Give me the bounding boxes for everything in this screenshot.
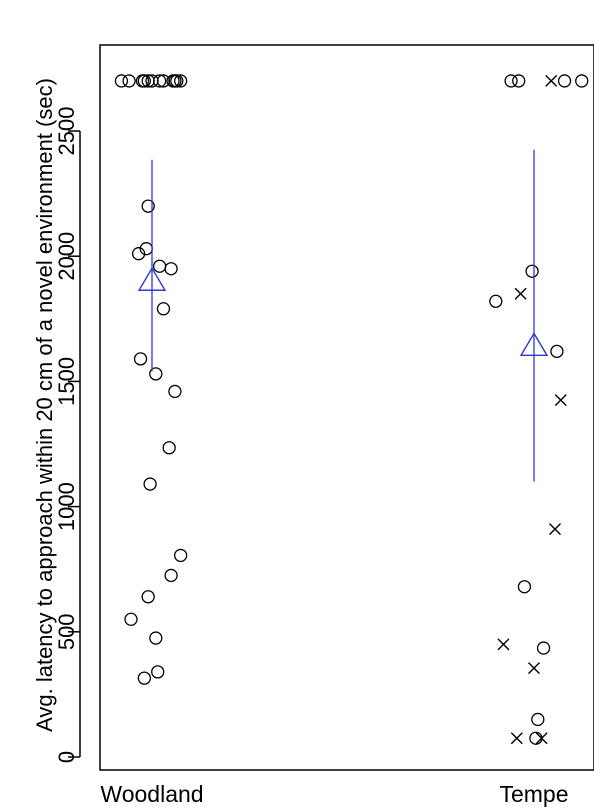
circle-point [536,641,551,655]
y-tick-label: 2000 [54,232,79,281]
circle-point [173,548,188,563]
mean-triangle [519,331,549,357]
circle-point [137,74,152,88]
circle-point [141,199,155,213]
y-tick-label: 1500 [54,357,79,406]
cross-point [545,74,558,87]
cross-point [554,394,567,407]
circle-point [131,247,146,261]
circle-point [143,477,157,491]
circle-point [152,74,167,88]
circle-point [137,671,152,685]
circle-point [531,712,545,727]
cross-point [514,287,527,300]
x-category-label: Woodland [100,781,203,807]
y-axis: 0 500 1000 1500 2000 2500 [54,107,81,763]
cross-point [549,523,562,536]
data-points [114,74,589,745]
cross-point [528,662,540,675]
circle-point [152,259,167,273]
cross-point [497,638,510,651]
x-axis: Woodland Tempe [100,781,568,807]
circle-point [133,352,148,366]
y-tick-label: 0 [54,751,79,763]
circle-point [156,302,171,316]
circle-point [124,612,138,626]
plot-frame [99,44,594,771]
y-tick-label: 2500 [54,107,79,156]
y-tick-label: 1000 [54,482,79,531]
circle-point [170,74,184,88]
cross-point [510,732,523,745]
circle-point [529,731,543,745]
circle-point [512,74,526,88]
circle-point [557,74,572,88]
circle-point [550,344,564,359]
x-category-label: Tempe [499,781,568,807]
cross-point [535,732,548,745]
circle-point [173,74,188,88]
y-tick-label: 500 [54,613,79,650]
circle-point [517,580,532,594]
circle-point [164,568,178,583]
circle-point [489,294,503,308]
circle-point [525,264,539,278]
circle-point [162,441,176,455]
circle-point [164,262,178,276]
circle-point [504,74,518,88]
mean-triangle [137,266,167,291]
circle-point [114,74,129,88]
circle-point [141,590,155,604]
group-summaries [137,149,549,482]
circle-point [575,74,589,88]
circle-point [149,631,163,645]
circle-point [168,384,182,399]
circle-point [122,74,136,88]
circle-point [151,665,165,679]
circle-point [149,367,163,381]
y-axis-title: Avg. latency to approach within 20 cm of… [32,78,57,732]
